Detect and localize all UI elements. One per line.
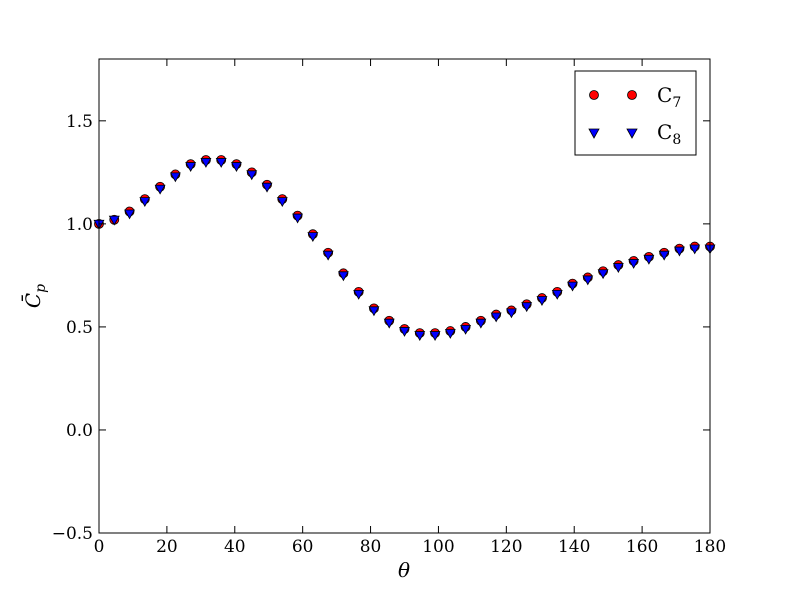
data-point-series-2: [521, 302, 533, 313]
data-point-series-2: [230, 162, 242, 172]
data-point-series-2: [444, 329, 456, 339]
data-point-series-2: [200, 158, 212, 168]
legend: C7 C8: [574, 70, 697, 156]
data-point-series-2: [475, 318, 487, 329]
y-tick-label: 1.0: [66, 215, 93, 235]
data-point-series-2: [536, 296, 548, 306]
y-axis-label-group: C̄p: [20, 284, 49, 308]
data-point-series-2: [337, 271, 349, 282]
data-point-series-2: [505, 308, 517, 319]
y-tick-label: 1.5: [66, 112, 93, 132]
data-point-series-2: [261, 182, 273, 193]
data-point-series-2: [414, 331, 426, 341]
data-point-series-2: [689, 244, 701, 255]
svg-text:C̄p: C̄p: [20, 284, 49, 308]
x-tick-label: 40: [224, 537, 246, 557]
legend-marker-c7-b: [627, 90, 637, 100]
y-tick-label: 0.0: [66, 421, 93, 441]
data-point-series-2: [368, 306, 380, 317]
data-point-series-2: [246, 170, 258, 181]
legend-marker-c8-a: [588, 128, 600, 139]
data-point-series-2: [322, 250, 334, 261]
legend-label-c7: C: [657, 83, 672, 107]
x-tick-label: 120: [490, 537, 522, 557]
data-point-series-2: [628, 259, 640, 269]
data-point-series-2: [108, 215, 120, 226]
legend-marker-c7-a: [589, 90, 599, 100]
data-point-series-2: [612, 263, 624, 273]
legend-marker-c8-b: [626, 128, 638, 139]
data-point-series-2: [292, 213, 304, 224]
data-point-series-2: [429, 331, 441, 341]
x-tick-label: 140: [558, 537, 590, 557]
data-point-series-2: [383, 318, 395, 329]
data-point-series-2: [185, 162, 197, 172]
data-point-series-2: [139, 197, 151, 208]
data-point-series-2: [643, 254, 655, 265]
x-tick-label: 80: [360, 537, 382, 557]
data-point-series-2: [597, 269, 609, 280]
data-point-series-2: [307, 232, 319, 243]
x-tick-label: 180: [694, 537, 726, 557]
legend-label-c8: C: [657, 120, 672, 144]
x-axis-label: θ: [398, 558, 410, 582]
data-point-series-2: [490, 312, 502, 323]
y-tick-label: −0.5: [52, 524, 93, 544]
data-point-series-2: [582, 275, 594, 286]
data-point-series-2: [353, 289, 365, 300]
data-point-series-2: [460, 324, 472, 335]
x-tick-label: 20: [156, 537, 178, 557]
y-tick-label: 0.5: [66, 318, 93, 338]
data-point-series-2: [673, 246, 685, 257]
svg-text:C7: C7: [657, 83, 681, 111]
data-point-series-2: [551, 289, 563, 300]
axis-ticks: 0 20 40 60 80 100 120 140 160 180 −0.5 0.0 0.5 1.0 1.5: [52, 59, 726, 557]
y-axis-label: C̄: [20, 293, 45, 308]
x-tick-label: 0: [94, 537, 105, 557]
legend-label-c8-sub: 8: [672, 132, 681, 148]
data-point-series-2: [658, 250, 670, 261]
data-point-series-2: [124, 209, 136, 220]
data-point-series-2: [276, 197, 288, 208]
legend-label-c7-sub: 7: [672, 95, 681, 111]
data-point-series-2: [567, 281, 579, 292]
plot-frame: [98, 58, 711, 534]
data-point-series-2: [169, 172, 181, 183]
svg-text:C8: C8: [657, 120, 681, 148]
data-point-series-2: [215, 158, 227, 168]
y-axis-label-subscript: p: [33, 284, 49, 293]
x-tick-label: 160: [626, 537, 658, 557]
x-tick-label: 100: [422, 537, 454, 557]
data-point-series-2: [399, 327, 410, 337]
legend-box: [574, 70, 697, 156]
x-tick-label: 60: [292, 537, 314, 557]
data-point-series-2: [154, 184, 166, 195]
